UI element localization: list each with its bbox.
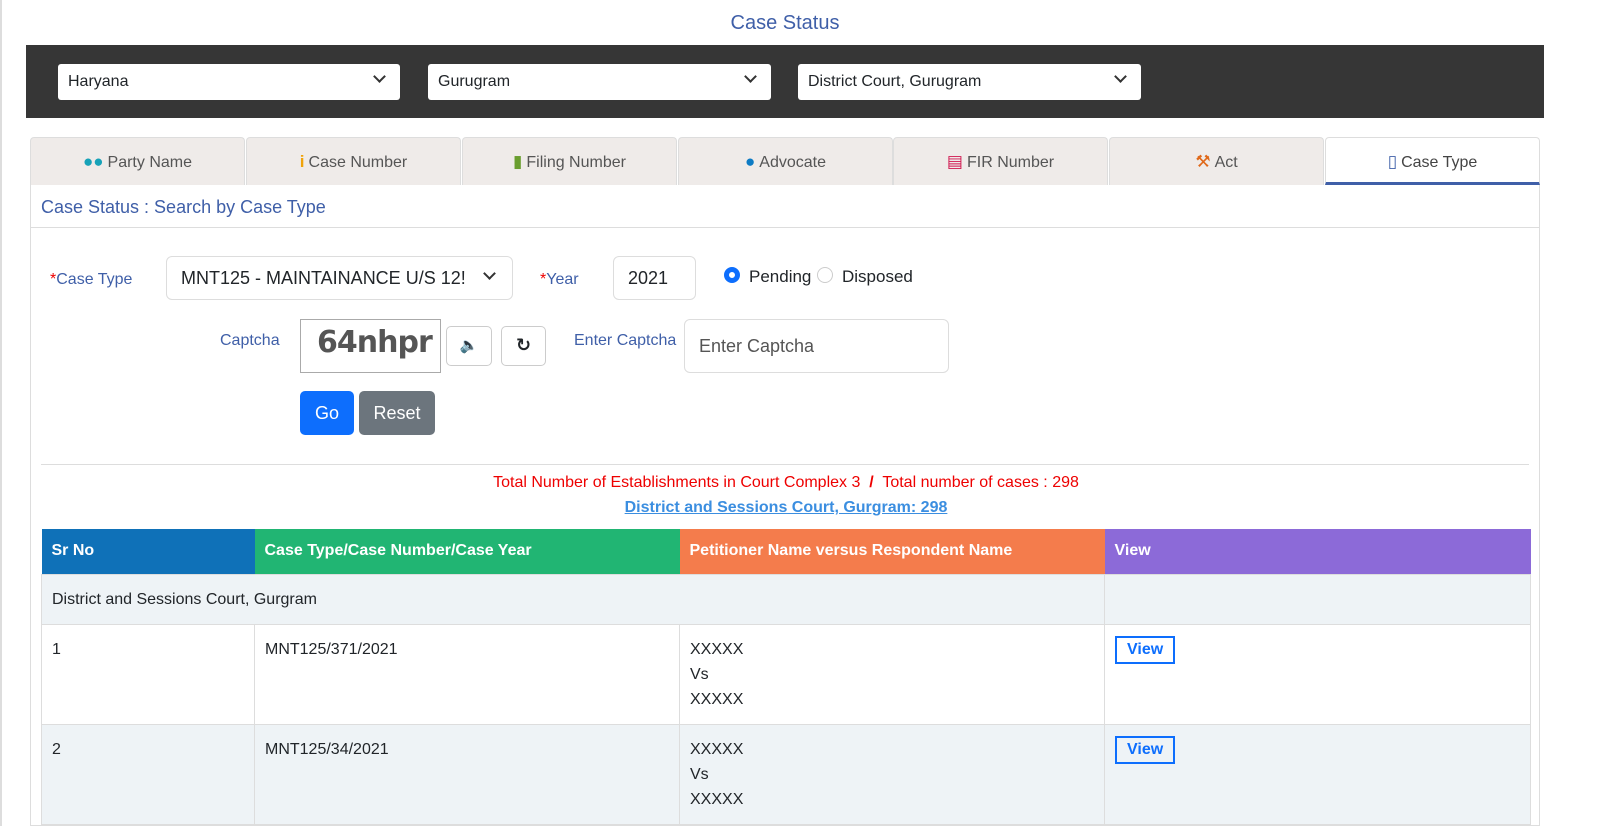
view-button[interactable]: View [1115,635,1176,664]
chevron-down-icon [483,267,496,280]
reset-button[interactable]: Reset [359,391,435,435]
disposed-label: Disposed [842,267,913,286]
captcha-label: Captcha [220,332,280,349]
header-parties: Petitioner Name versus Respondent Name [679,529,1105,574]
establishments-count: Total Number of Establishments in Court … [493,474,861,491]
state-value: Haryana [68,73,129,90]
captcha-image: 64nhpr [300,319,441,373]
table-row: 1 MNT125/371/2021 XXXXX Vs XXXXX View [41,623,1531,725]
tab-advocate[interactable]: ● Advocate [678,137,893,185]
court-cases-link[interactable]: District and Sessions Court, Gurgram: 29… [624,499,948,516]
cases-count: Total number of cases : 298 [882,474,1079,491]
page-title: Case Status [730,12,840,34]
pending-radio[interactable] [724,267,740,283]
tab-label: Act [1214,154,1238,171]
table-row: 2 MNT125/34/2021 XXXXX Vs XXXXX View [41,723,1531,825]
user-icon: ● [745,152,756,171]
tab-label: Case Type [1401,154,1478,171]
info-icon: i [299,152,305,171]
summary-text: Total Number of Establishments in Court … [31,474,1541,492]
location-bar: Haryana Gurugram District Court, Gurugra… [26,45,1544,118]
sr-no: 2 [41,723,255,825]
panel-title: Case Status : Search by Case Type [41,197,326,217]
separator: / [869,474,874,491]
district-value: Gurugram [438,73,511,90]
page-border [0,0,2,826]
tab-act[interactable]: ⚒ Act [1109,137,1324,185]
header-case: Case Type/Case Number/Case Year [254,529,680,574]
district-select[interactable]: Gurugram [428,64,771,100]
tab-label: Advocate [759,154,826,171]
header-sr-no: Sr No [41,529,255,574]
tab-label: Filing Number [526,154,626,171]
tab-case-number[interactable]: i Case Number [246,137,461,185]
case-type-panel: Case Status : Search by Case Type *Case … [30,185,1540,826]
case-number: MNT125/34/2021 [254,723,680,825]
pending-label: Pending [749,267,812,286]
disposed-radio[interactable] [817,267,833,283]
tab-party-name[interactable]: ●● Party Name [30,137,245,185]
search-tabs: ●● Party Name i Case Number ▮ Filing Number… [30,137,1540,185]
cases-table: Sr No Case Type/Case Number/Case Year Pe… [41,529,1531,825]
tab-label: FIR Number [966,154,1055,171]
group-name: District and Sessions Court, Gurgram [41,573,1105,625]
enter-captcha-label: Enter Captcha [574,332,677,349]
gavel-icon: ⚒ [1195,152,1211,171]
sr-no: 1 [41,623,255,725]
case-type-label: *Case Type [50,271,133,288]
court-value: District Court, Gurugram [808,73,982,90]
list-icon: ▤ [946,152,963,171]
go-button[interactable]: Go [300,391,354,435]
case-number: MNT125/371/2021 [254,623,680,725]
refresh-icon: ↻ [515,335,532,355]
copy-icon: ▮ [513,152,523,171]
chevron-down-icon [373,70,386,83]
tab-case-type[interactable]: ▯ Case Type [1325,137,1540,185]
table-header: Sr No Case Type/Case Number/Case Year Pe… [41,529,1531,574]
view-button[interactable]: View [1115,735,1176,764]
chevron-down-icon [744,70,757,83]
tab-filing-number[interactable]: ▮ Filing Number [462,137,677,185]
file-icon: ▯ [1387,152,1398,171]
refresh-captcha-button[interactable]: ↻ [501,326,546,366]
users-icon: ●● [82,152,104,171]
case-type-select[interactable]: MNT125 - MAINTAINANCE U/S 12! [166,256,513,300]
chevron-down-icon [1114,70,1127,83]
group-row: District and Sessions Court, Gurgram [41,573,1531,625]
audio-captcha-button[interactable]: 🔈 [446,326,492,366]
volume-icon: 🔈 [459,337,479,354]
case-type-value: MNT125 - MAINTAINANCE U/S 12! [181,268,466,288]
parties: XXXXX Vs XXXXX [679,723,1105,825]
year-input[interactable]: 2021 [613,256,696,300]
captcha-input[interactable]: Enter Captcha [684,319,949,373]
divider [31,227,1539,228]
court-select[interactable]: District Court, Gurugram [798,64,1141,100]
header-view: View [1104,529,1531,574]
year-label: *Year [540,271,579,288]
state-select[interactable]: Haryana [58,64,400,100]
parties: XXXXX Vs XXXXX [679,623,1105,725]
tab-fir-number[interactable]: ▤ FIR Number [893,137,1108,185]
tab-label: Case Number [308,154,408,171]
tab-label: Party Name [107,154,192,171]
divider [41,464,1529,465]
